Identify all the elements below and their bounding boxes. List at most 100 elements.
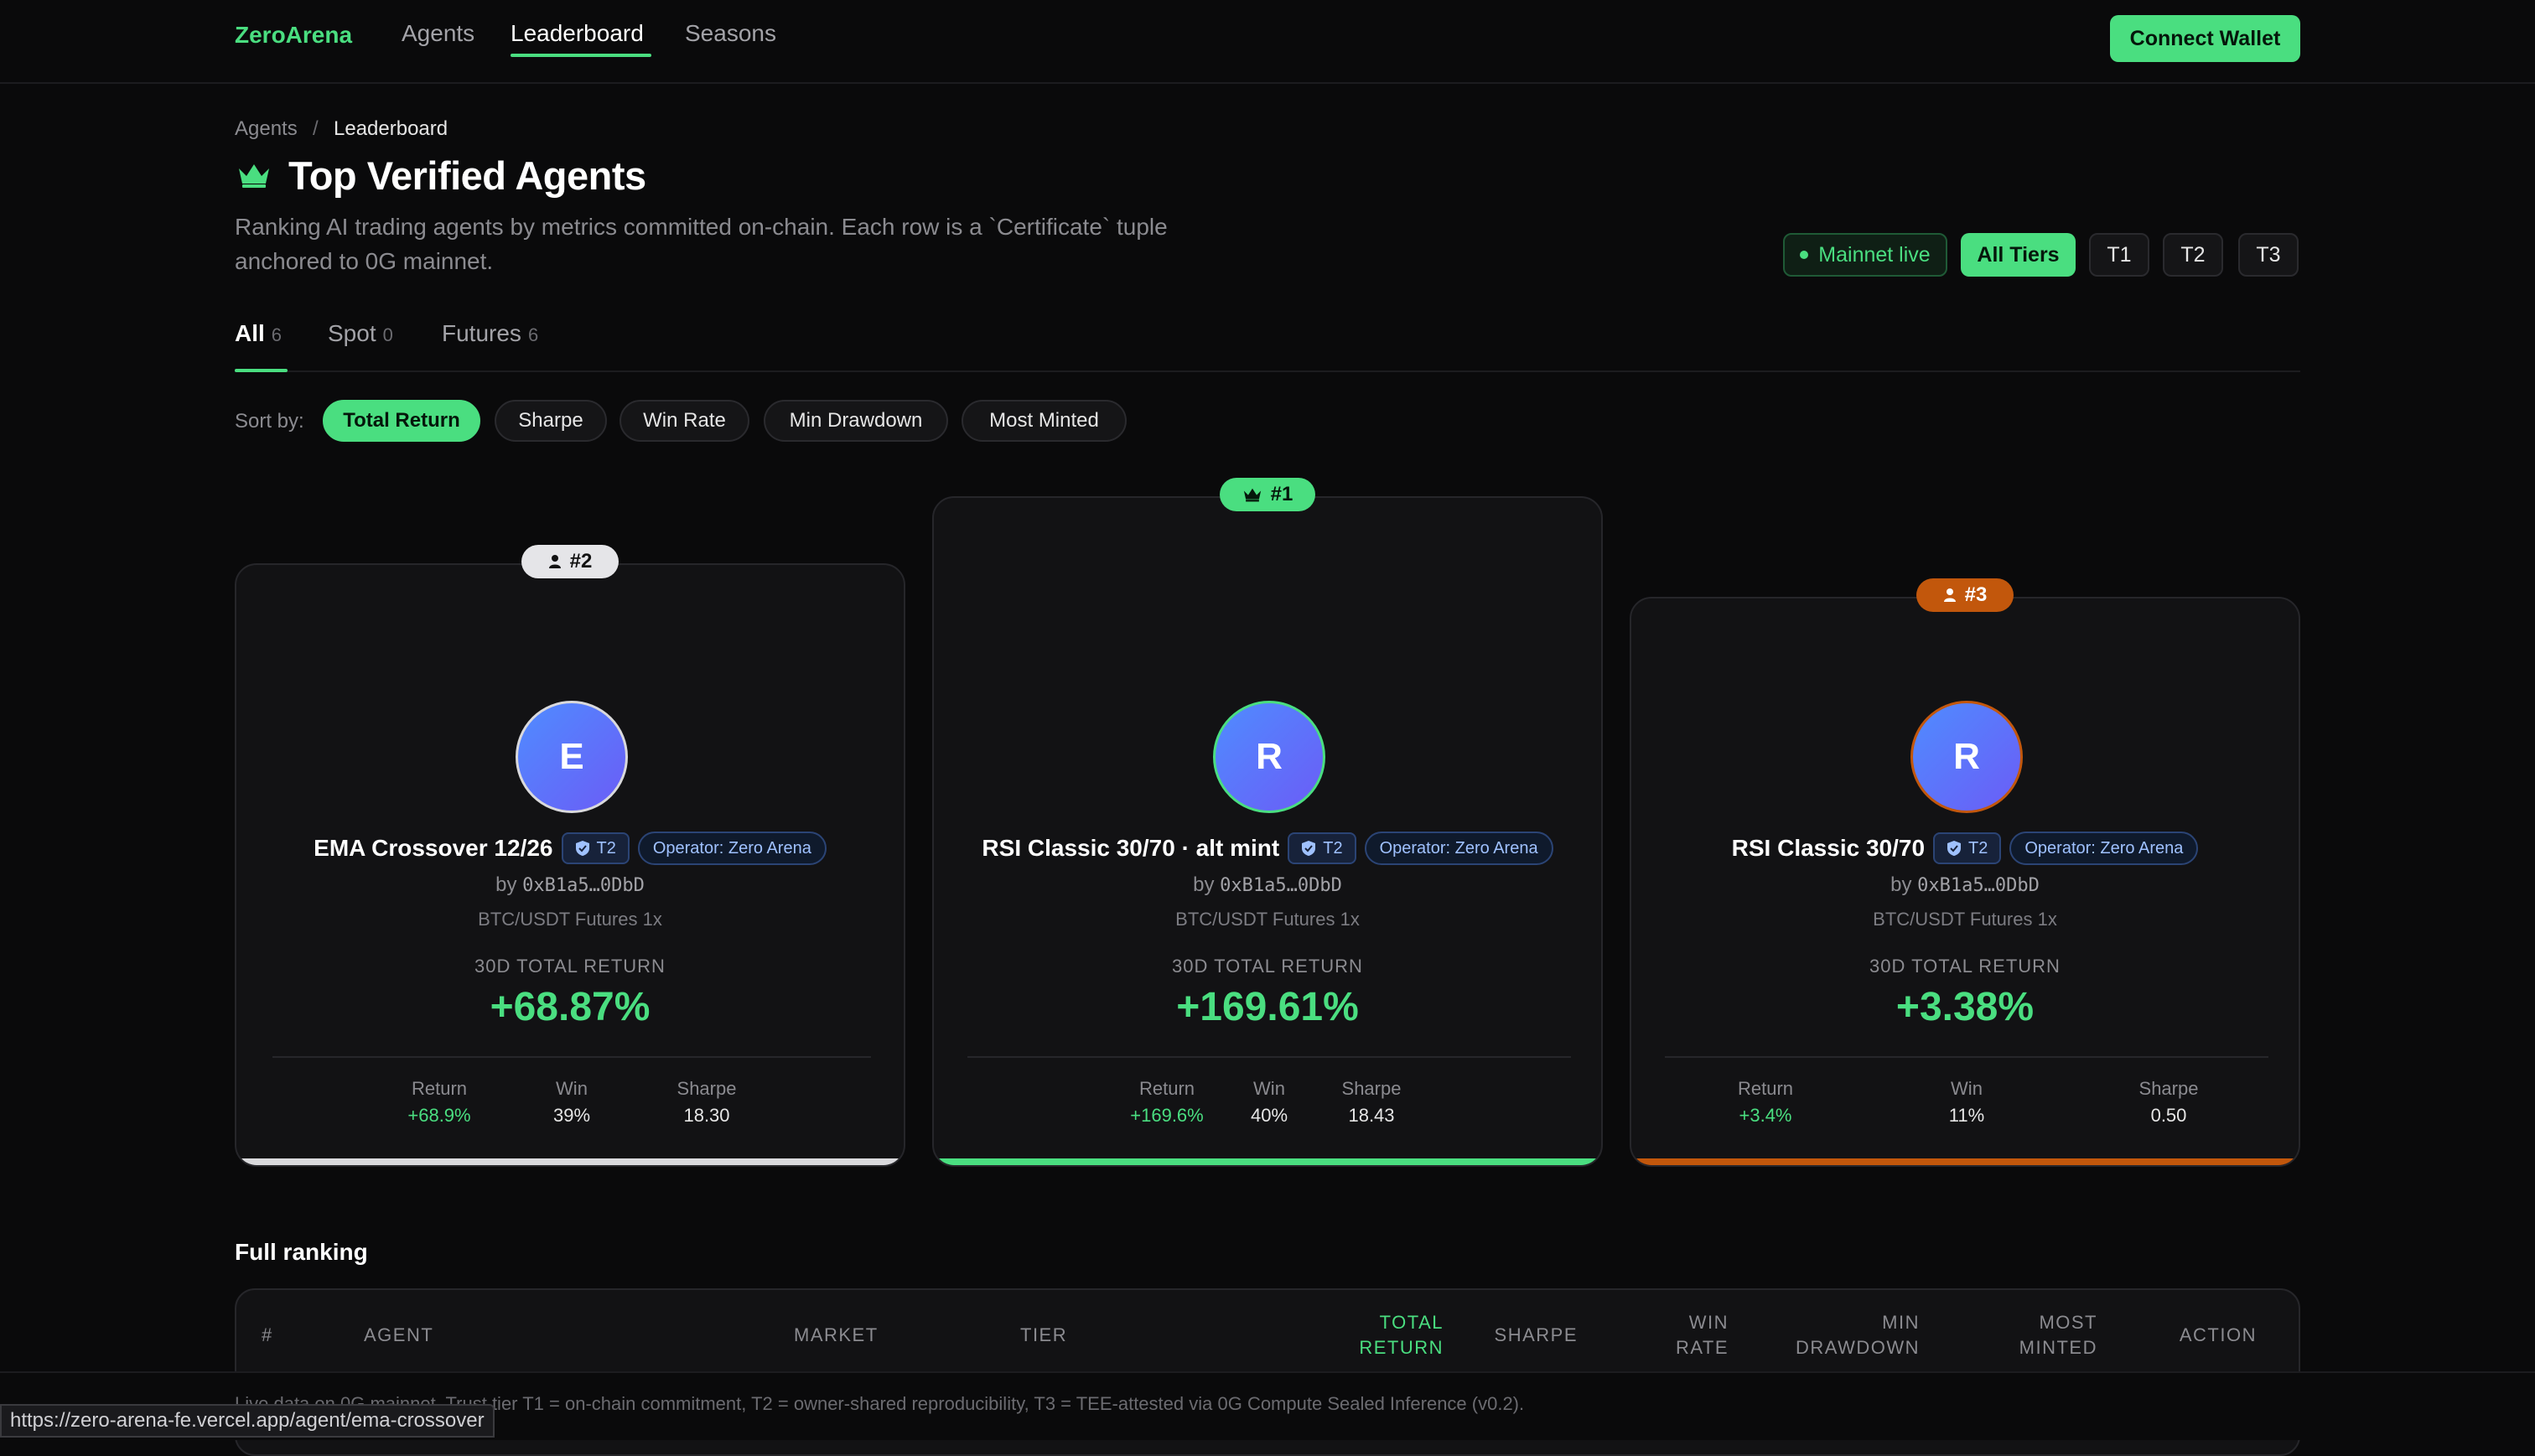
col-market[interactable]: MARKET xyxy=(794,1324,879,1345)
col-win-rate[interactable]: WIN RATE xyxy=(1645,1310,1729,1360)
breadcrumb-separator: / xyxy=(313,117,319,140)
sort-sharpe[interactable]: Sharpe xyxy=(495,400,607,442)
shield-icon xyxy=(1947,841,1962,856)
stat-label: Sharpe xyxy=(2138,1078,2199,1099)
rank-label: #1 xyxy=(1270,483,1293,505)
stat-label: Return xyxy=(411,1078,468,1099)
owner-line: by 0xB1a5…0DbD xyxy=(236,873,904,897)
agent-title-row: RSI Classic 30/70 · alt mint T2 Operator… xyxy=(934,832,1601,865)
stat-value: 11% xyxy=(1948,1105,1985,1126)
sort-most-minted[interactable]: Most Minted xyxy=(962,400,1127,442)
stat-win: Win 39% xyxy=(471,1078,672,1127)
stat-value: +169.6% xyxy=(1130,1105,1204,1126)
tier-filter-t2[interactable]: T2 xyxy=(2163,233,2223,277)
col-win-rate-line2: RATE xyxy=(1675,1337,1729,1358)
tabs-divider xyxy=(235,370,2300,372)
sort-label: Sort by: xyxy=(235,410,304,433)
rank-badge-2: #2 xyxy=(521,545,619,578)
tier-label: T2 xyxy=(1323,838,1343,858)
podium-card-rank-2[interactable]: E EMA Crossover 12/26 T2 Operator: Zero … xyxy=(235,563,905,1167)
page-title: Top Verified Agents xyxy=(288,153,646,198)
sort-min-drawdown[interactable]: Min Drawdown xyxy=(764,400,948,442)
rank-label: #2 xyxy=(569,550,593,573)
page-description: Ranking AI trading agents by metrics com… xyxy=(235,214,1168,274)
col-agent[interactable]: AGENT xyxy=(364,1324,434,1345)
col-sharpe[interactable]: SHARPE xyxy=(1494,1324,1578,1345)
total-return-value: +68.87% xyxy=(490,985,651,1029)
top-nav xyxy=(0,0,2535,84)
stat-win: Win 11% xyxy=(1866,1078,2067,1127)
owner-address[interactable]: 0xB1a5…0DbD xyxy=(1220,875,1342,896)
tier-filter-t3[interactable]: T3 xyxy=(2238,233,2299,277)
stat-label: Return xyxy=(1737,1078,1794,1099)
metric-label: 30D TOTAL RETURN xyxy=(1869,956,2061,977)
rank-label: #3 xyxy=(1964,583,1988,606)
col-rank[interactable]: # xyxy=(262,1324,273,1345)
stat-sharpe: Sharpe 0.50 xyxy=(2068,1078,2269,1127)
nav-active-indicator xyxy=(511,54,651,57)
tab-futures[interactable]: Futures 6 xyxy=(442,320,538,347)
col-min-drawdown-line2: DRAWDOWN xyxy=(1795,1337,1920,1358)
metric-label: 30D TOTAL RETURN xyxy=(474,956,666,977)
agent-name[interactable]: EMA Crossover 12/26 xyxy=(314,835,553,861)
col-most-minted[interactable]: MOST MINTED xyxy=(1972,1310,2097,1360)
full-ranking-title: Full ranking xyxy=(235,1239,368,1265)
owner-address[interactable]: 0xB1a5…0DbD xyxy=(1917,875,2040,896)
col-most-minted-line1: MOST xyxy=(2039,1312,2097,1333)
nav-link-seasons[interactable]: Seasons xyxy=(685,20,776,46)
col-min-drawdown-line1: MIN xyxy=(1882,1312,1920,1333)
col-total-return-line1: TOTAL xyxy=(1379,1312,1444,1333)
stat-return: Return +169.6% xyxy=(1066,1078,1268,1127)
rank-badge-3: #3 xyxy=(1916,578,2014,612)
tab-spot[interactable]: Spot 0 xyxy=(328,320,393,347)
mainnet-label: Mainnet live xyxy=(1818,242,1931,267)
owner-address[interactable]: 0xB1a5…0DbD xyxy=(522,875,645,896)
stat-value: 0.50 xyxy=(2150,1105,2187,1126)
card-divider xyxy=(272,1056,871,1058)
stat-value: 40% xyxy=(1250,1105,1288,1126)
shield-icon xyxy=(575,841,589,856)
nav-link-leaderboard[interactable]: Leaderboard xyxy=(511,20,644,46)
crown-icon xyxy=(239,164,269,188)
tab-all-count: 6 xyxy=(271,324,283,345)
sort-win-rate[interactable]: Win Rate xyxy=(619,400,749,442)
mainnet-status-badge: Mainnet live xyxy=(1783,233,1947,277)
total-return-value: +169.61% xyxy=(1176,985,1359,1029)
owner-line: by 0xB1a5…0DbD xyxy=(934,873,1601,897)
col-total-return-line2: RETURN xyxy=(1359,1337,1444,1358)
tier-filter-all[interactable]: All Tiers xyxy=(1961,233,2076,277)
avatar: R xyxy=(1213,701,1325,813)
tab-all[interactable]: All 6 xyxy=(235,320,282,347)
stat-label: Win xyxy=(1951,1078,1983,1099)
agent-name[interactable]: RSI Classic 30/70 xyxy=(1731,835,1926,861)
avatar: E xyxy=(516,701,628,813)
market-label: BTC/USDT Futures 1x xyxy=(1175,909,1360,930)
rank-accent-bar xyxy=(236,1158,904,1165)
connect-wallet-button[interactable]: Connect Wallet xyxy=(2110,15,2300,62)
tab-spot-label: Spot xyxy=(328,320,376,346)
stat-win: Win 40% xyxy=(1169,1078,1370,1127)
podium-card-rank-1[interactable]: R RSI Classic 30/70 · alt mint T2 Operat… xyxy=(932,496,1603,1167)
tab-active-indicator xyxy=(235,369,288,372)
breadcrumb-agents[interactable]: Agents xyxy=(235,117,298,140)
tab-futures-count: 6 xyxy=(527,324,539,345)
agent-title-row: EMA Crossover 12/26 T2 Operator: Zero Ar… xyxy=(236,832,904,865)
stat-label: Win xyxy=(556,1078,588,1099)
by-label: by xyxy=(1890,873,1912,896)
rank-accent-bar xyxy=(934,1158,1601,1165)
tier-badge: T2 xyxy=(1288,832,1356,864)
metric-label: 30D TOTAL RETURN xyxy=(1172,956,1363,977)
breadcrumb-current: Leaderboard xyxy=(334,117,448,140)
brand-logo[interactable]: ZeroArena xyxy=(235,22,353,48)
sort-total-return[interactable]: Total Return xyxy=(323,400,480,442)
col-tier[interactable]: TIER xyxy=(1020,1324,1068,1345)
stat-value: +68.9% xyxy=(407,1105,471,1126)
col-total-return[interactable]: TOTAL RETURN xyxy=(1326,1310,1444,1360)
col-action[interactable]: ACTION xyxy=(2179,1324,2257,1345)
podium-card-rank-3[interactable]: R RSI Classic 30/70 T2 Operator: Zero Ar… xyxy=(1630,597,2300,1167)
nav-link-agents[interactable]: Agents xyxy=(402,20,475,46)
tier-filter-t1[interactable]: T1 xyxy=(2089,233,2149,277)
agent-name[interactable]: RSI Classic 30/70 · alt mint xyxy=(982,835,1280,861)
col-min-drawdown[interactable]: MIN DRAWDOWN xyxy=(1779,1310,1920,1360)
agent-title-row: RSI Classic 30/70 T2 Operator: Zero Aren… xyxy=(1631,832,2299,865)
